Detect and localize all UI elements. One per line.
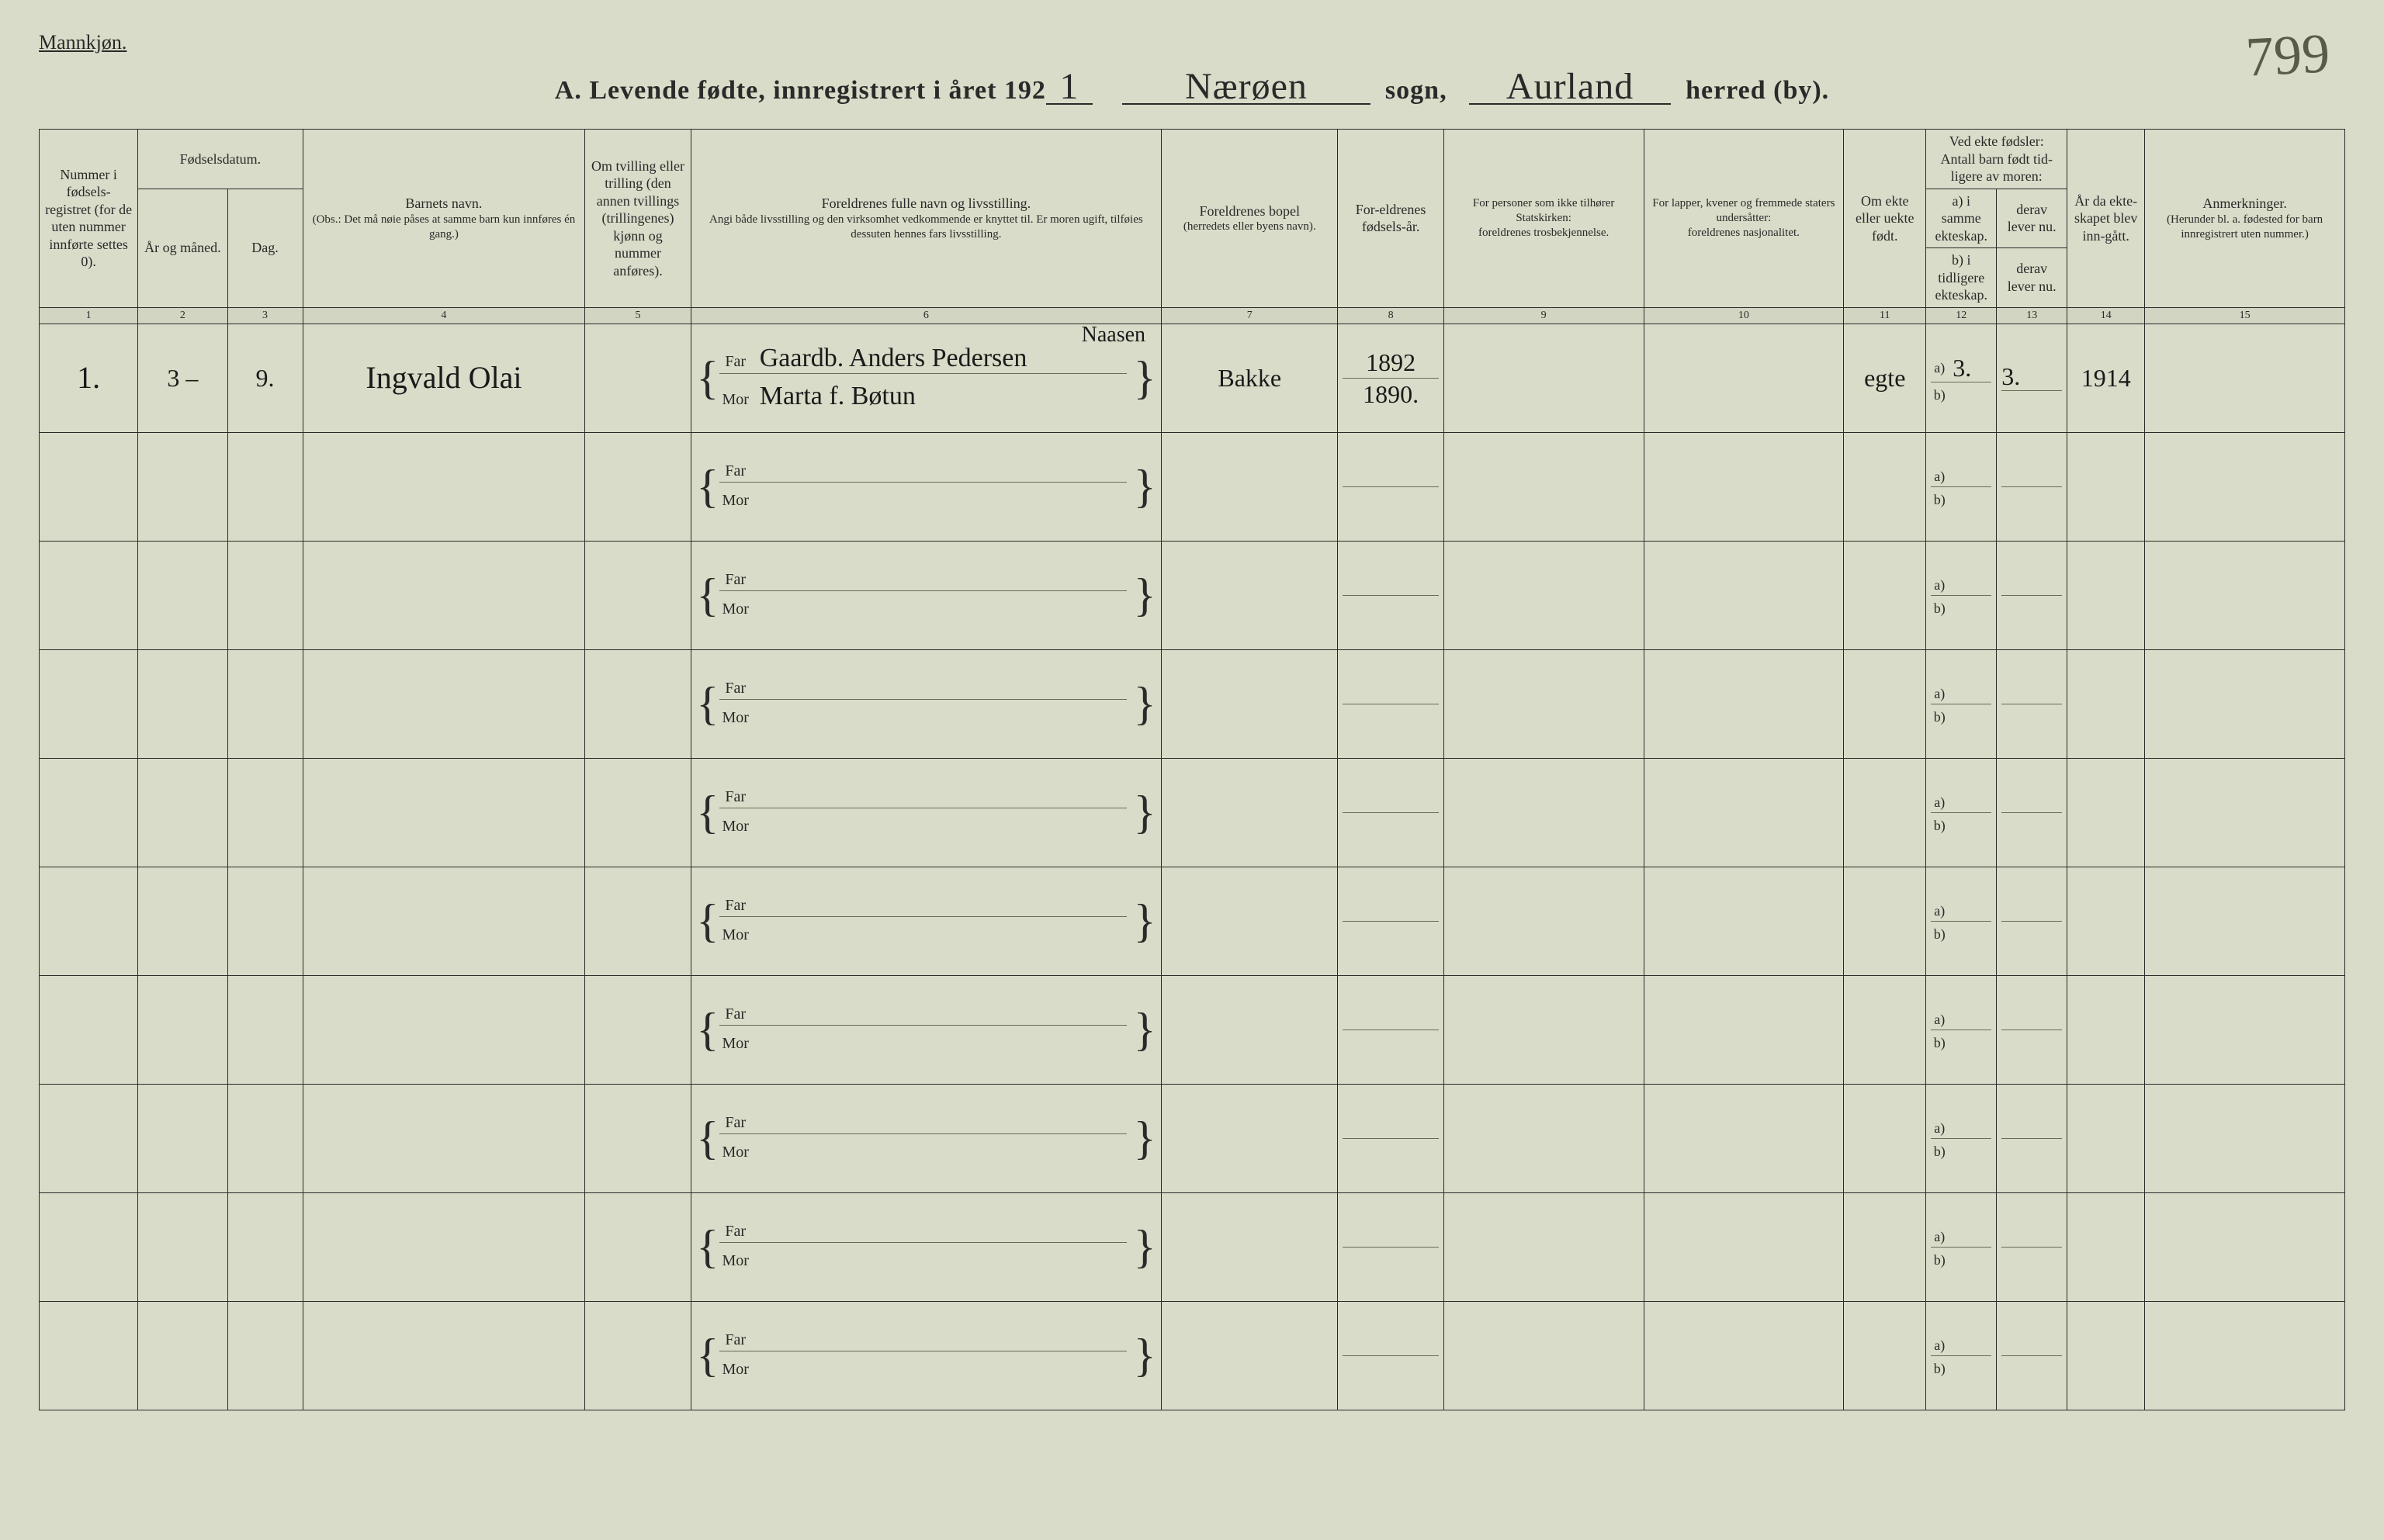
entry-residence: Bakke <box>1218 364 1281 392</box>
hdr-b-lever: derav lever nu. <box>1997 248 2067 308</box>
table-row: { Far Mor } a) b) <box>40 758 2345 867</box>
hdr-parent-birthyear: For-eldrenes fødsels-år. <box>1338 130 1443 308</box>
table-row: { Far Mor } a) b) <box>40 1084 2345 1192</box>
entry-marriage-year: 1914 <box>2081 364 2131 392</box>
entry-religion <box>1443 324 1644 432</box>
sogn-value: Nærøen <box>1122 70 1370 105</box>
table-row: { Far Mor } a) b) <box>40 1192 2345 1301</box>
hdr-religion: For personer som ikke tilhører Statskirk… <box>1443 130 1644 308</box>
hdr-childname: Barnets navn. (Obs.: Det må nøie påses a… <box>303 130 585 308</box>
title-prefix: A. Levende fødte, innregistrert i året 1… <box>555 76 1046 105</box>
table-row: { Far Mor } a) b) <box>40 541 2345 649</box>
brace-right: } <box>1133 341 1156 416</box>
entry-day: 9. <box>256 364 275 392</box>
table-body: 1. 3 – 9. Ingvald Olai Naasen { FarGaard… <box>40 324 2345 1410</box>
table-row: { Far Mor } a) b) <box>40 867 2345 975</box>
hdr-remarks: Anmerkninger. (Herunder bl. a. fødested … <box>2145 130 2345 308</box>
hdr-parents: Foreldrenes fulle navn og livsstilling. … <box>691 130 1161 308</box>
hdr-a-lever: derav lever nu. <box>1997 189 2067 248</box>
page-number-handwritten: 799 <box>2244 21 2331 90</box>
entry-twin <box>585 324 691 432</box>
table-header: Nummer i fødsels-registret (for de uten … <box>40 130 2345 324</box>
brace-left: { <box>696 341 719 416</box>
hdr-residence: Foreldrenes bopel (herredets eller byens… <box>1162 130 1338 308</box>
sogn-label: sogn, <box>1385 76 1447 105</box>
hdr-nationality: For lapper, kvener og fremmede staters u… <box>1644 130 1844 308</box>
title-line: A. Levende fødte, innregistrert i året 1… <box>39 70 2345 106</box>
gender-label: Mannkjøn. <box>39 31 126 54</box>
entry-far-extra: Naasen <box>1082 323 1145 348</box>
entry-year-month: 3 – <box>167 364 198 392</box>
hdr-marriage-year: År da ekte-skapet blev inn-gått. <box>2067 130 2145 308</box>
table-row: { Far Mor } a) b) <box>40 432 2345 541</box>
entry-legitimate: egte <box>1864 364 1905 392</box>
entry-remark <box>2145 324 2345 432</box>
register-table: Nummer i fødsels-registret (for de uten … <box>39 129 2345 1410</box>
entry-mother: Marta f. Bøtun <box>760 383 916 410</box>
herred-value: Aurland <box>1469 70 1671 105</box>
column-numbers-row: 1 2 3 4 5 6 7 8 9 10 11 12 13 14 15 <box>40 307 2345 324</box>
hdr-twin: Om tvilling eller trilling (den annen tv… <box>585 130 691 308</box>
hdr-number: Nummer i fødsels-registret (for de uten … <box>40 130 138 308</box>
hdr-a-same: a) i samme ekteskap. <box>1926 189 1997 248</box>
table-row: { Far Mor } a) b) <box>40 649 2345 758</box>
entry-number: 1. <box>77 360 100 395</box>
entry-prev-lever: 3. <box>1997 324 2067 432</box>
entry-father: Gaardb. Anders Pedersen <box>760 345 1027 372</box>
table-row: { Far Mor } a) b) <box>40 975 2345 1084</box>
table-row: { Far Mor } a) b) <box>40 1301 2345 1410</box>
register-page: 799 Mannkjøn. A. Levende fødte, innregis… <box>39 31 2345 1509</box>
entry-child-name: Ingvald Olai <box>366 360 522 395</box>
table-row: 1. 3 – 9. Ingvald Olai Naasen { FarGaard… <box>40 324 2345 432</box>
hdr-birthdate: Fødselsdatum. <box>138 130 303 189</box>
hdr-prev-children: Ved ekte fødsler: Antall barn født tid-l… <box>1926 130 2067 189</box>
hdr-year-month: År og måned. <box>138 189 227 307</box>
entry-prev-a: a)3. b) <box>1926 324 1997 432</box>
entry-parent-years: 1892 1890. <box>1338 324 1443 432</box>
title-year-suffix: 1 <box>1046 70 1093 105</box>
hdr-day: Dag. <box>227 189 303 307</box>
hdr-b-prev: b) i tidligere ekteskap. <box>1926 248 1997 308</box>
entry-nationality <box>1644 324 1844 432</box>
entry-parents-cell: Naasen { FarGaardb. Anders Pedersen MorM… <box>691 324 1161 432</box>
herred-label: herred (by). <box>1686 76 1829 105</box>
hdr-legitimate: Om ekte eller uekte født. <box>1844 130 1926 308</box>
